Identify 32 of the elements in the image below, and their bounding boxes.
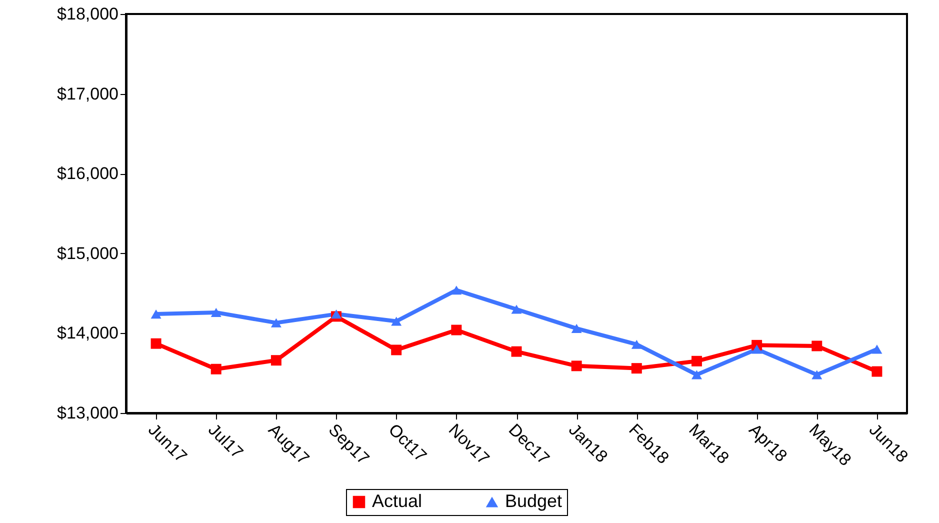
- point: [872, 344, 882, 354]
- point: [270, 318, 282, 328]
- point: [391, 316, 402, 326]
- point: [270, 355, 282, 366]
- y-tick-label: $18,000: [57, 4, 118, 24]
- point: [812, 340, 822, 352]
- legend-label: Budget: [505, 491, 562, 511]
- point: [631, 340, 642, 349]
- point: [872, 366, 882, 377]
- y-tick-label: $13,000: [57, 404, 118, 422]
- point: [150, 338, 162, 349]
- point: [691, 356, 702, 366]
- point: [631, 363, 642, 374]
- point: [391, 344, 402, 356]
- point: [812, 370, 822, 380]
- point: [511, 346, 522, 357]
- y-tick-label: $15,000: [57, 244, 118, 263]
- point: [691, 370, 702, 380]
- point: [451, 286, 462, 295]
- y-tick-label: $17,000: [57, 84, 118, 104]
- point: [451, 324, 462, 336]
- point: [571, 360, 582, 372]
- legend-label: Actual: [372, 491, 422, 511]
- point: [571, 324, 582, 333]
- point: [752, 344, 762, 354]
- point: [150, 310, 162, 319]
- point: [210, 308, 222, 317]
- point: [210, 364, 222, 374]
- point: [511, 304, 522, 314]
- y-tick-label: $14,000: [57, 324, 118, 343]
- y-tick-label: $16,000: [57, 164, 118, 184]
- point: [331, 310, 342, 319]
